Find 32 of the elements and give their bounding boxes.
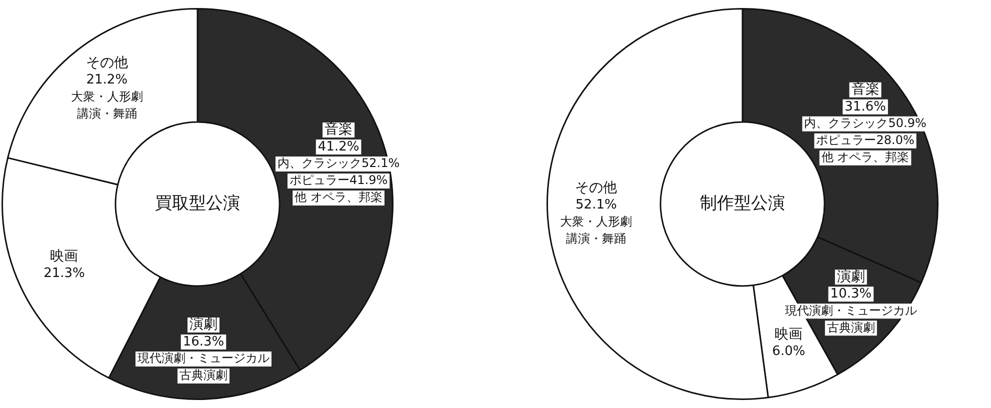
- text: 講演・舞踊: [566, 231, 626, 246]
- text: 講演・舞踊: [76, 106, 137, 120]
- slice-label: 音楽: [324, 122, 353, 138]
- data-label: 31.6%: [844, 99, 886, 114]
- data-label: 52.1%: [576, 198, 617, 213]
- text: 現代演劇・ミュージカル: [784, 303, 917, 318]
- slice-label: その他: [575, 180, 618, 196]
- slice-label: その他: [86, 54, 128, 71]
- text: 古典演劇: [826, 320, 875, 334]
- data-label: 10.3%: [830, 286, 872, 302]
- text: 制作型公演: [700, 193, 785, 214]
- text: ポピュラー41.9%: [289, 173, 388, 188]
- text: 内、クラシック52.1%: [277, 156, 400, 170]
- data-label: 6.0%: [772, 344, 806, 360]
- slice-label: 演劇: [189, 316, 218, 333]
- text: 古典演劇: [179, 368, 228, 382]
- data-label: 41.2%: [318, 139, 360, 154]
- text: 他 オペラ、邦楽: [294, 190, 382, 204]
- data-label: 21.2%: [86, 72, 128, 88]
- text: 大衆・人形劇: [70, 89, 143, 104]
- text: 現代演劇・ミュージカル: [137, 351, 270, 366]
- text: 内、クラシック50.9%: [804, 116, 926, 130]
- text: ポピュラー28.0%: [816, 133, 914, 148]
- slice-label: 映画: [774, 326, 803, 342]
- data-label: 16.3%: [182, 334, 224, 350]
- data-label: 21.3%: [44, 266, 85, 282]
- text: 大衆・人形劇: [560, 214, 632, 228]
- text: 買取型公演: [155, 193, 240, 214]
- slice-label: 映画: [50, 248, 78, 264]
- text: 他 オペラ、邦楽: [821, 150, 910, 164]
- slice-label: 演劇: [836, 268, 865, 285]
- slice-label: 音楽: [851, 82, 880, 98]
